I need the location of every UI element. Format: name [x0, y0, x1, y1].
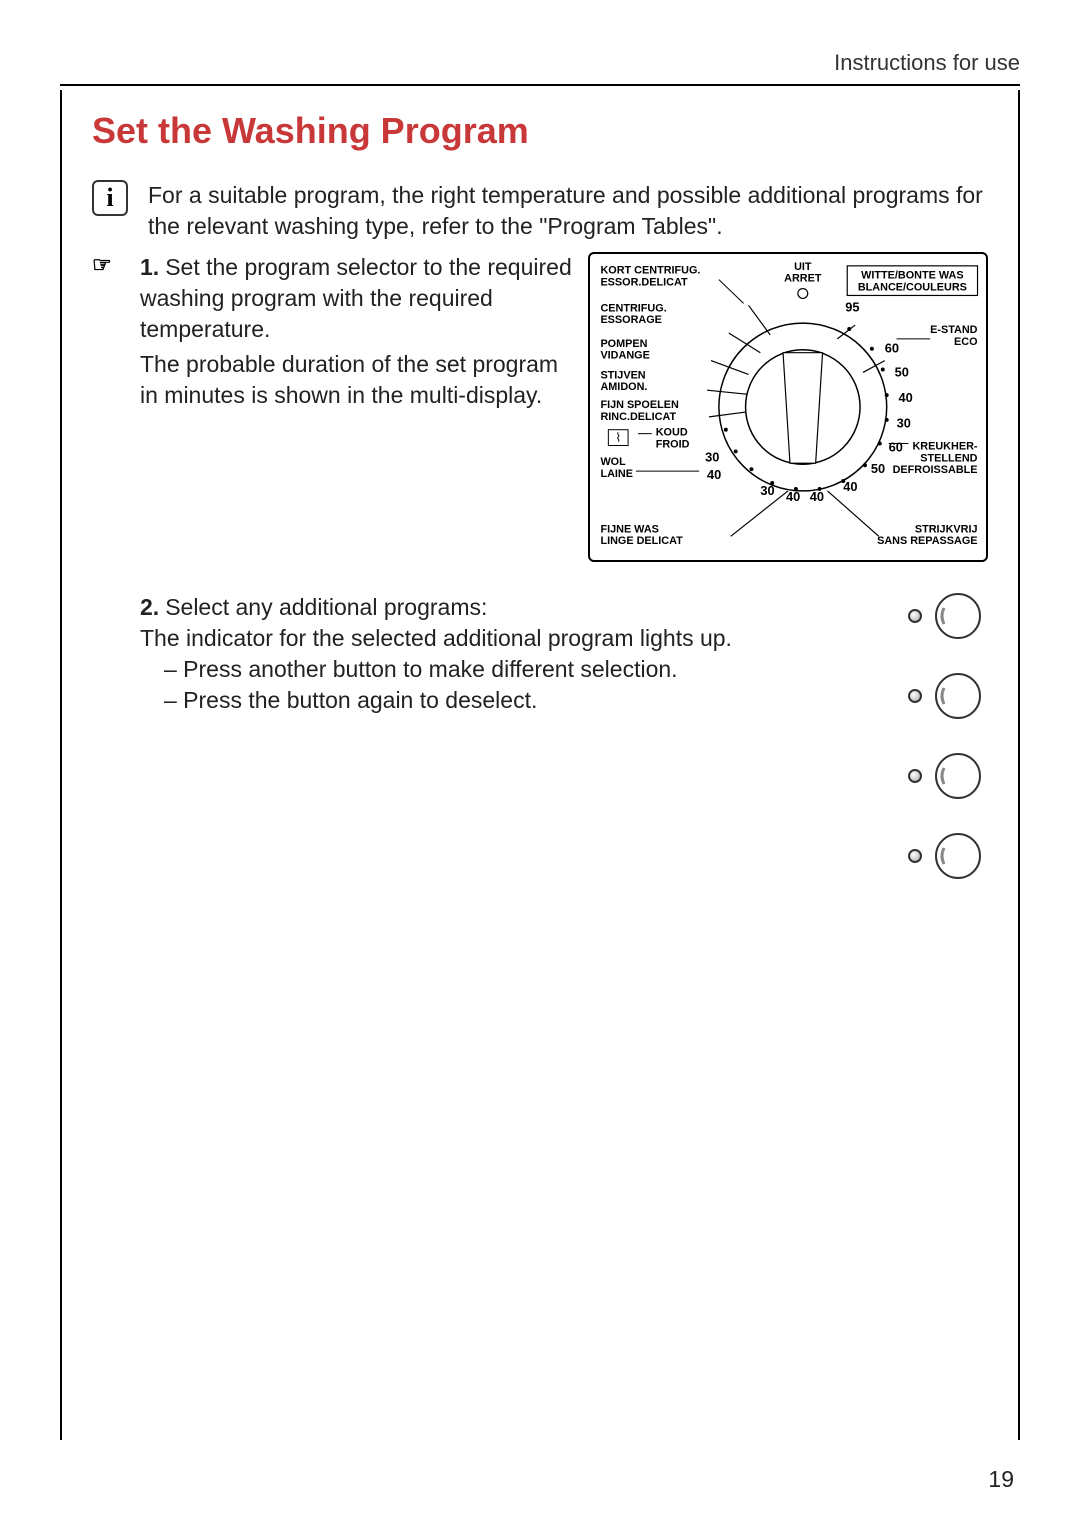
- step-2-text: 2.Select any additional programs: The in…: [140, 592, 868, 716]
- option-button-1: [908, 592, 982, 640]
- dial-temp-40b: 40: [843, 479, 857, 494]
- dial-temp-40e: 40: [707, 467, 721, 482]
- dial-temp-40c: 40: [810, 489, 824, 504]
- dial-off-marker: [798, 289, 808, 299]
- dial-label-arret: ARRET: [784, 273, 822, 285]
- dial-temp-60a: 60: [885, 341, 899, 356]
- step-1-row: ☞ 1.Set the program selector to the requ…: [92, 252, 988, 562]
- option-buttons-column: [868, 592, 988, 880]
- dial-temp-40d: 40: [786, 489, 800, 504]
- program-dial-diagram: UIT ARRET WITTE/BONTE WAS BLANCE/COULEUR…: [588, 252, 988, 562]
- dial-label-koud: KOUD: [656, 427, 688, 439]
- step-1-line1: Set the program selector to the required…: [140, 254, 572, 342]
- dial-label-laine: LAINE: [600, 468, 633, 480]
- dial-label-sansr: SANS REPASSAGE: [877, 535, 977, 547]
- step-2-sub2: – Press the button again to deselect.: [164, 685, 868, 716]
- step-1-text: 1.Set the program selector to the requir…: [140, 252, 572, 562]
- dial-label-uit: UIT: [794, 261, 812, 273]
- dial-label-stell: STELLEND: [920, 452, 977, 464]
- step-1-line2: The probable duration of the set program…: [140, 349, 572, 411]
- dial-label-fijns: FIJN SPOELEN: [600, 399, 679, 411]
- pointer-hand-icon: ☞: [92, 252, 132, 278]
- dial-label-froid: FROID: [656, 439, 690, 451]
- content-frame: Set the Washing Program i For a suitable…: [60, 90, 1020, 1440]
- option-button-3: [908, 752, 982, 800]
- option-push-button-3: [934, 752, 982, 800]
- dial-label-estand: E-STAND: [930, 324, 978, 336]
- option-led-4: [908, 849, 922, 863]
- dial-temp-60b: 60: [889, 440, 903, 455]
- dial-label-essord: ESSOR.DELICAT: [600, 277, 688, 289]
- dial-label-pompen: POMPEN: [600, 338, 647, 350]
- header-title: Instructions for use: [60, 50, 1020, 76]
- option-led-1: [908, 609, 922, 623]
- handwash-glyph: ⌇: [615, 431, 621, 445]
- option-led-3: [908, 769, 922, 783]
- dial-label-centrifug: CENTRIFUG.: [600, 302, 666, 314]
- main-heading: Set the Washing Program: [92, 110, 988, 152]
- step-2-line2: The indicator for the selected additiona…: [140, 623, 868, 654]
- dial-label-defro: DEFROISSABLE: [893, 464, 978, 476]
- option-button-2: [908, 672, 982, 720]
- info-icon: i: [92, 180, 128, 216]
- dial-label-essorage: ESSORAGE: [600, 314, 661, 326]
- dial-label-blance: BLANCE/COULEURS: [858, 282, 967, 294]
- option-push-button-4: [934, 832, 982, 880]
- option-push-button-2: [934, 672, 982, 720]
- info-text: For a suitable program, the right temper…: [148, 180, 988, 242]
- dial-temp-30c: 30: [705, 449, 719, 464]
- dial-temp-40a: 40: [899, 390, 913, 405]
- dial-temp-95: 95: [845, 299, 859, 314]
- dial-label-linged: LINGE DELICAT: [600, 535, 683, 547]
- dial-label-kreuk: KREUKHER-: [912, 441, 977, 453]
- dial-temp-50b: 50: [871, 461, 885, 476]
- step-2-line1: Select any additional programs:: [165, 594, 487, 620]
- dial-label-amidon: AMIDON.: [600, 381, 647, 393]
- step-2-row: 2.Select any additional programs: The in…: [140, 592, 988, 880]
- dial-label-fijnew: FIJNE WAS: [600, 523, 658, 535]
- dial-label-strijk: STRIJKVRIJ: [915, 523, 978, 535]
- option-button-4: [908, 832, 982, 880]
- dial-label-witte: WITTE/BONTE WAS: [861, 270, 963, 282]
- step-1-number: 1.: [140, 254, 159, 280]
- dial-temp-50a: 50: [895, 364, 909, 379]
- option-push-button-1: [934, 592, 982, 640]
- dial-temp-30b: 30: [760, 483, 774, 498]
- dial-label-wol: WOL: [600, 456, 626, 468]
- step-2-number: 2.: [140, 594, 159, 620]
- dial-label-stijven: STIJVEN: [600, 369, 645, 381]
- page-number: 19: [988, 1466, 1014, 1493]
- info-row: i For a suitable program, the right temp…: [92, 180, 988, 242]
- step-2-sub1: – Press another button to make different…: [164, 654, 868, 685]
- dial-grip: [783, 353, 822, 464]
- dial-label-kort: KORT CENTRIFUG.: [600, 265, 700, 277]
- option-led-2: [908, 689, 922, 703]
- dial-label-eco: ECO: [954, 336, 978, 348]
- dial-label-vidange: VIDANGE: [600, 350, 649, 362]
- top-divider: [60, 84, 1020, 86]
- dial-label-rincd: RINC.DELICAT: [600, 411, 676, 423]
- dial-temp-30a: 30: [897, 416, 911, 431]
